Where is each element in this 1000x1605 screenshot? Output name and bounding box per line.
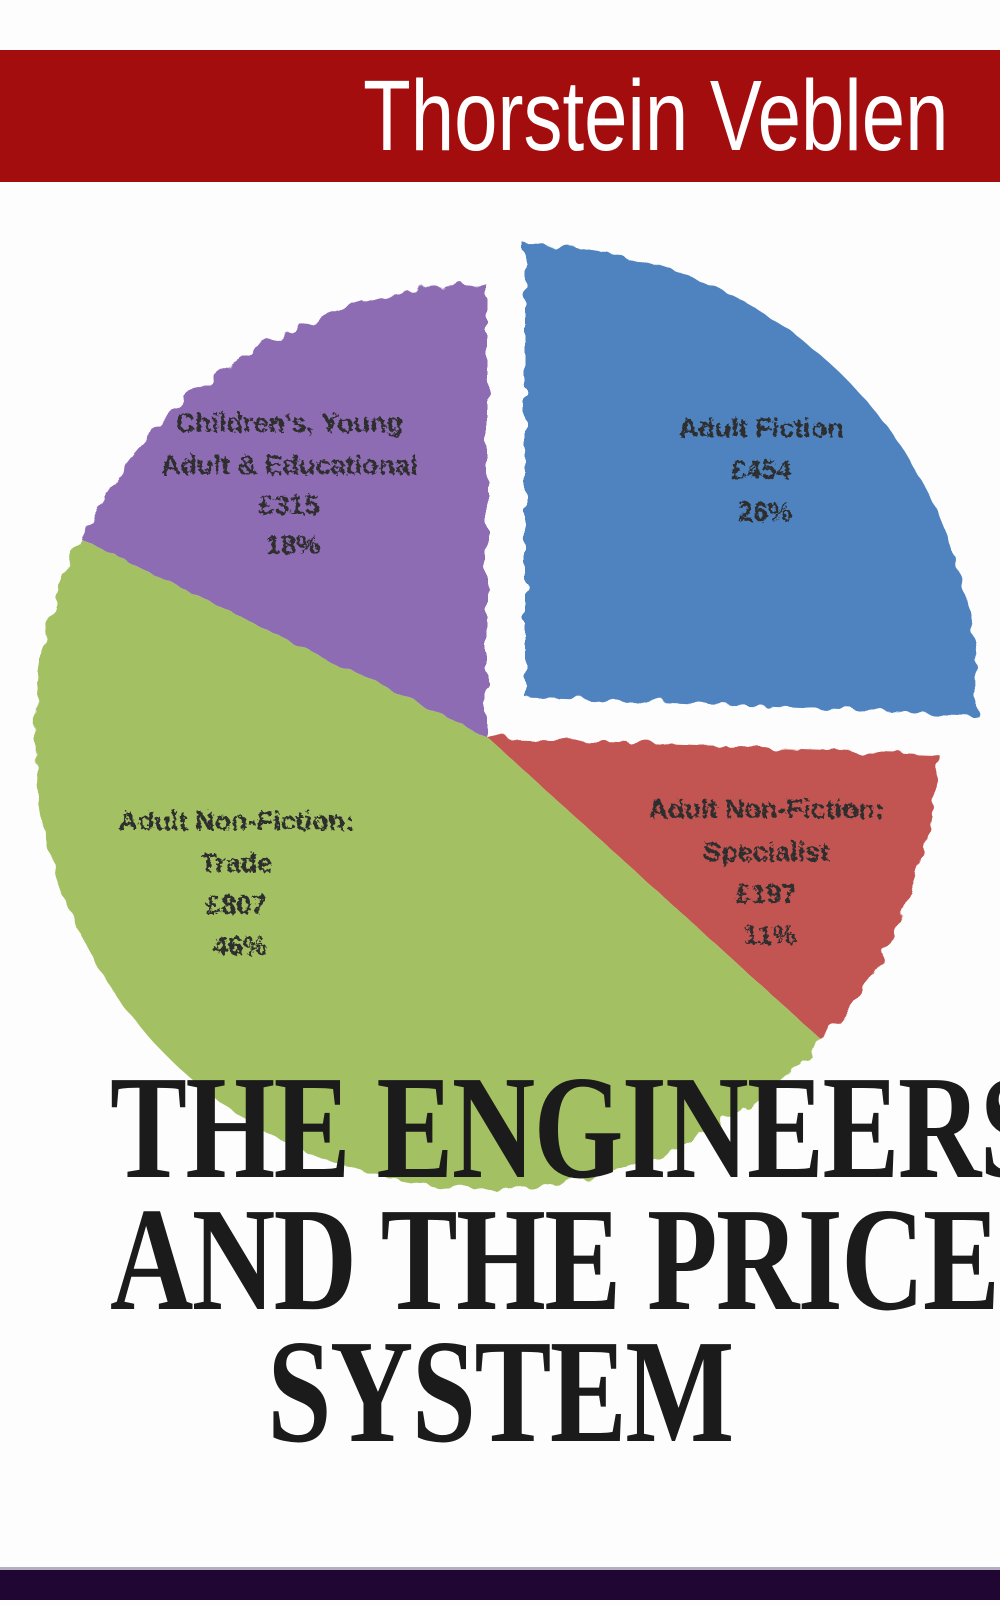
author-name: Thorstein Veblen [362,60,948,172]
pie-slice-childrens-educational [80,284,488,737]
pie-slice-adult-fiction [525,244,978,715]
pie-label-adult-nonfiction-specialist: Adult Non-Fiction: Specialist £197 11% [649,794,892,950]
pie-label-childrens-educational: Children's, Young Adult & Educational £3… [161,408,425,560]
footer-band [0,1567,1000,1600]
book-title-line-3: SYSTEM [267,1310,734,1474]
author-band: Thorstein Veblen [0,50,1000,182]
pie-slice-adult-nonfiction-trade [35,538,823,1189]
book-title-line-1: THE ENGINEERS [110,1046,1000,1210]
book-title-line-2: AND THE PRICE [110,1178,1000,1342]
pie-slice-adult-nonfiction-specialist [487,737,939,1041]
pie-label-adult-nonfiction-trade: Adult Non-Fiction: Trade £807 46% [119,806,362,961]
book-title: THE ENGINEERS AND THE PRICE SYSTEM [0,1046,1000,1474]
pie-label-adult-fiction: Adult Fiction £454 26% [679,413,851,527]
